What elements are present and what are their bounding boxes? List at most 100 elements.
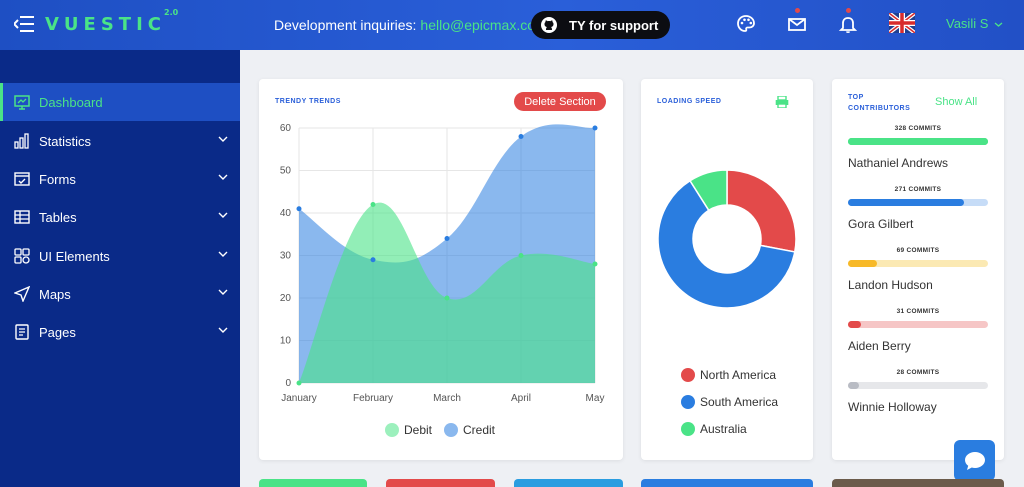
data-point[interactable]	[370, 202, 376, 207]
legend-swatch	[681, 368, 695, 382]
sidebar-item-label: Maps	[39, 286, 71, 302]
delete-section-button[interactable]: Delete Section	[514, 92, 606, 111]
version-badge: 2.0	[164, 8, 179, 17]
inquiry-email-link[interactable]: hello@epicmax.co	[420, 17, 536, 33]
donut-slice-south-america[interactable]	[657, 179, 796, 309]
inquiry-text: Development inquiries: hello@epicmax.co	[274, 17, 535, 33]
data-point[interactable]	[518, 253, 524, 258]
data-point[interactable]	[296, 206, 302, 212]
show-all-link[interactable]: Show All	[935, 96, 978, 108]
data-point[interactable]	[444, 236, 450, 241]
contributor-name[interactable]: Nathaniel Andrews	[848, 156, 949, 170]
sidebar-item-label: Tables	[39, 209, 77, 225]
loading-speed-card: LOADING SPEED North America South America…	[641, 79, 813, 460]
card-title: TOP CONTRIBUTORS	[848, 92, 910, 114]
donut-slice-north-america[interactable]	[726, 169, 797, 253]
sidebar-item-ui-elements[interactable]: UI Elements	[0, 237, 240, 275]
donut-slice-australia[interactable]	[688, 169, 728, 212]
y-tick-label: 40	[280, 208, 292, 219]
uk-flag-icon[interactable]	[889, 13, 915, 33]
y-tick-label: 30	[280, 251, 292, 262]
commit-count: 31 COMMITS	[896, 308, 940, 315]
y-tick-label: 10	[280, 336, 292, 347]
commit-progress-bar	[848, 260, 988, 267]
commit-count: 28 COMMITS	[896, 369, 940, 376]
data-point[interactable]	[518, 134, 524, 139]
legend-label[interactable]: South America	[700, 395, 778, 409]
sidebar-item-pages[interactable]: Pages	[0, 313, 240, 351]
sidebar-item-maps[interactable]: Maps	[0, 275, 240, 313]
sidebar-item-label: UI Elements	[39, 248, 110, 264]
data-point[interactable]	[444, 295, 450, 301]
y-tick-label: 60	[280, 123, 292, 134]
top-navbar: VUESTIC2.0 Development inquiries: hello@e…	[0, 0, 1024, 50]
chevron-down-icon	[218, 251, 228, 257]
x-tick-label: May	[586, 393, 605, 404]
sidebar-item-label: Pages	[39, 324, 76, 340]
contributor-item: 31 COMMITS Aiden Berry	[848, 308, 988, 353]
area-debit	[299, 202, 595, 383]
sidebar-item-dashboard[interactable]: Dashboard	[0, 83, 240, 121]
bar-chart-icon	[13, 132, 31, 150]
commit-progress-bar	[848, 138, 988, 145]
top-contributors-card: TOP CONTRIBUTORS Show All 328 COMMITS Nat…	[832, 79, 1004, 460]
data-point[interactable]	[592, 125, 598, 131]
table-icon	[13, 208, 31, 226]
commit-progress-fill	[848, 382, 860, 389]
mail-icon[interactable]	[787, 14, 807, 34]
bell-icon[interactable]	[838, 14, 858, 34]
contributor-name[interactable]: Gora Gilbert	[848, 217, 914, 231]
legend-swatch	[385, 423, 399, 437]
palette-icon[interactable]	[736, 14, 756, 34]
bell-notification-dot	[846, 8, 851, 13]
sidebar-item-label: Statistics	[39, 133, 92, 149]
x-tick-label: February	[353, 393, 393, 404]
github-icon	[541, 17, 557, 33]
chat-icon	[964, 451, 985, 470]
legend-swatch	[681, 395, 695, 409]
mail-notification-dot	[795, 8, 800, 13]
chevron-down-icon	[218, 174, 228, 180]
legend-swatch	[681, 422, 695, 436]
commit-count: 69 COMMITS	[896, 247, 940, 254]
pages-icon	[13, 323, 31, 341]
data-point[interactable]	[370, 257, 376, 263]
contributor-name[interactable]: Winnie Holloway	[848, 400, 937, 414]
data-point[interactable]	[592, 261, 598, 267]
contributor-item: 271 COMMITS Gora Gilbert	[848, 186, 988, 231]
menu-collapse-icon[interactable]	[14, 15, 34, 33]
chat-button[interactable]	[954, 440, 995, 481]
vuestic-logo[interactable]: VUESTIC2.0	[45, 8, 179, 35]
y-tick-label: 20	[280, 293, 292, 304]
support-label: TY for support	[569, 17, 659, 33]
chevron-down-icon	[218, 136, 228, 142]
legend-label[interactable]: Australia	[700, 422, 747, 436]
sidebar-item-forms[interactable]: Forms	[0, 160, 240, 198]
commit-count: 328 COMMITS	[894, 125, 942, 132]
commit-progress-bar	[848, 199, 988, 206]
legend-label[interactable]: Debit	[404, 423, 433, 437]
user-dropdown[interactable]: Vasili S	[946, 16, 1003, 31]
bottom-tile	[386, 479, 495, 487]
commit-progress-fill	[848, 321, 861, 328]
contributor-name[interactable]: Aiden Berry	[848, 339, 911, 353]
contributor-name[interactable]: Landon Hudson	[848, 278, 933, 292]
monitor-icon	[13, 93, 31, 111]
print-icon[interactable]	[775, 96, 789, 108]
support-button[interactable]: TY for support	[531, 11, 670, 39]
legend-label[interactable]: Credit	[463, 423, 496, 437]
y-tick-label: 0	[285, 378, 291, 389]
bottom-tile	[832, 479, 1004, 487]
sidebar-item-statistics[interactable]: Statistics	[0, 122, 240, 160]
legend-swatch	[444, 423, 458, 437]
commit-progress-bar	[848, 382, 988, 389]
chevron-down-icon	[994, 22, 1003, 27]
legend-label[interactable]: North America	[700, 368, 776, 382]
sidebar-item-tables[interactable]: Tables	[0, 198, 240, 236]
chevron-down-icon	[218, 289, 228, 295]
x-tick-label: January	[281, 393, 317, 404]
trends-card: TRENDY TRENDS Delete Section 0 10 20 30 40 50…	[259, 79, 623, 460]
commit-progress-fill	[848, 260, 878, 267]
bottom-tile	[641, 479, 813, 487]
data-point[interactable]	[296, 380, 302, 386]
